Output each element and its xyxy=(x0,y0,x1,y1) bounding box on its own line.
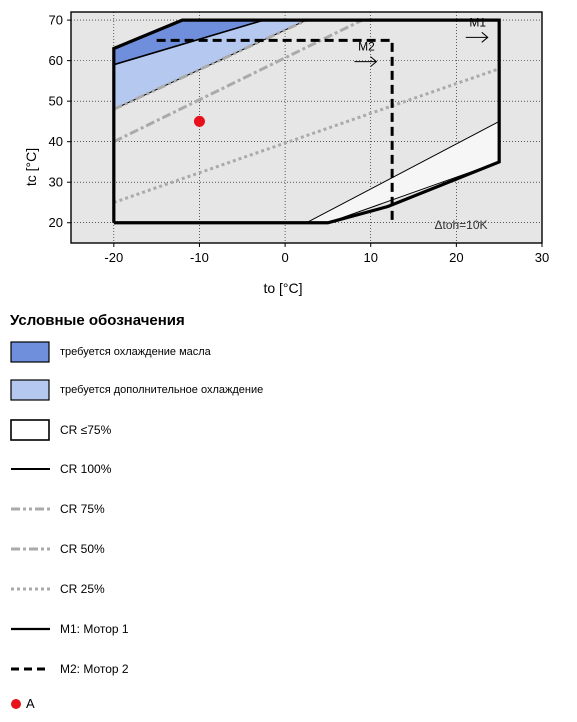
legend-label-oil-cooling: требуется охлаждение масла xyxy=(60,346,211,358)
x-tick-label: 10 xyxy=(363,250,377,265)
legend-item-cr-100: CR 100% xyxy=(10,457,550,481)
motor-label-m1: M1 xyxy=(469,15,486,29)
legend-label-cr-50: CR 50% xyxy=(60,542,105,556)
legend-line-cr-25 xyxy=(11,587,50,591)
series-cr-75 xyxy=(113,18,308,111)
arrow-head-m1 xyxy=(481,31,489,43)
series-lines xyxy=(112,18,501,225)
legend-label-extra-cooling: требуется дополнительное охлаждение xyxy=(60,384,264,396)
legend-item-m2: M2: Мотор 2 xyxy=(10,657,550,681)
legend-item-point-a: A xyxy=(10,692,550,716)
legend-line-m1 xyxy=(11,627,50,631)
legend-label-m2: M2: Мотор 2 xyxy=(60,662,129,676)
legend-item-oil-cooling: требуется охлаждение масла xyxy=(10,340,550,364)
y-tick-label: 40 xyxy=(49,134,63,149)
series-m2-motor-2 xyxy=(156,38,394,223)
series-cr-100 xyxy=(113,19,264,66)
legend-dot-a xyxy=(11,699,21,709)
x-tick-label: 0 xyxy=(281,250,288,265)
motor-label-m2: M2 xyxy=(358,40,375,54)
legend-swatch-extra-cooling xyxy=(10,379,50,401)
x-tick-label: -20 xyxy=(104,250,123,265)
chart: M1 M2 -20 -10 0 10 20 30 20 30 40 50 60 70 to [°C] t… xyxy=(23,11,550,296)
arrow-head-m2 xyxy=(370,56,378,68)
legend-label-cr-le-75: CR ≤75% xyxy=(60,423,112,437)
y-tick-label: 50 xyxy=(49,94,63,109)
y-tick-label: 70 xyxy=(49,13,63,28)
legend-line-m2 xyxy=(11,667,50,671)
legend-item-m1: M1: Мотор 1 xyxy=(10,617,550,641)
legend-label-cr-75: CR 75% xyxy=(60,502,105,516)
legend-swatch-cr-le-75 xyxy=(10,419,50,441)
y-axis-label: tc [°C] xyxy=(23,148,39,186)
tick-labels: -20 -10 0 10 20 30 20 30 40 50 60 70 xyxy=(49,13,550,265)
delta-toh-annotation: Δtoh=10K xyxy=(434,218,487,232)
legend-line-cr-50 xyxy=(11,547,50,551)
legend-line-cr-100 xyxy=(11,468,50,470)
legend-title: Условные обозначения xyxy=(10,312,185,329)
data-point-a xyxy=(193,115,205,127)
legend-label-a: A xyxy=(26,696,35,711)
x-tick-label: -10 xyxy=(190,250,209,265)
legend: Условные обозначения требуется охлаждени… xyxy=(10,312,570,711)
legend-item-cr-le-75: CR ≤75% xyxy=(10,418,550,442)
y-tick-label: 20 xyxy=(49,215,63,230)
marks: M1 M2 xyxy=(193,15,489,127)
legend-item-extra-cooling: требуется дополнительное охлаждение xyxy=(10,378,550,402)
legend-item-cr-25: CR 25% xyxy=(10,577,550,601)
legend-label-cr-100: CR 100% xyxy=(60,462,112,476)
series-m1-motor-1 xyxy=(112,18,501,225)
y-tick-label: 60 xyxy=(49,53,63,68)
legend-line-cr-75 xyxy=(11,507,50,511)
legend-label-m1: M1: Мотор 1 xyxy=(60,622,129,636)
x-tick-label: 30 xyxy=(535,250,549,265)
legend-item-cr-50: CR 50% xyxy=(10,537,550,561)
legend-swatch-oil-cooling xyxy=(10,341,50,363)
x-tick-label: 20 xyxy=(449,250,463,265)
series-cr-25 xyxy=(113,67,500,204)
legend-label-cr-25: CR 25% xyxy=(60,582,105,596)
plot-frame xyxy=(70,11,543,244)
x-axis-label: to [°C] xyxy=(263,280,302,296)
legend-item-cr-75: CR 75% xyxy=(10,497,550,521)
series-cr-50 xyxy=(113,18,363,144)
y-tick-label: 30 xyxy=(49,175,63,190)
